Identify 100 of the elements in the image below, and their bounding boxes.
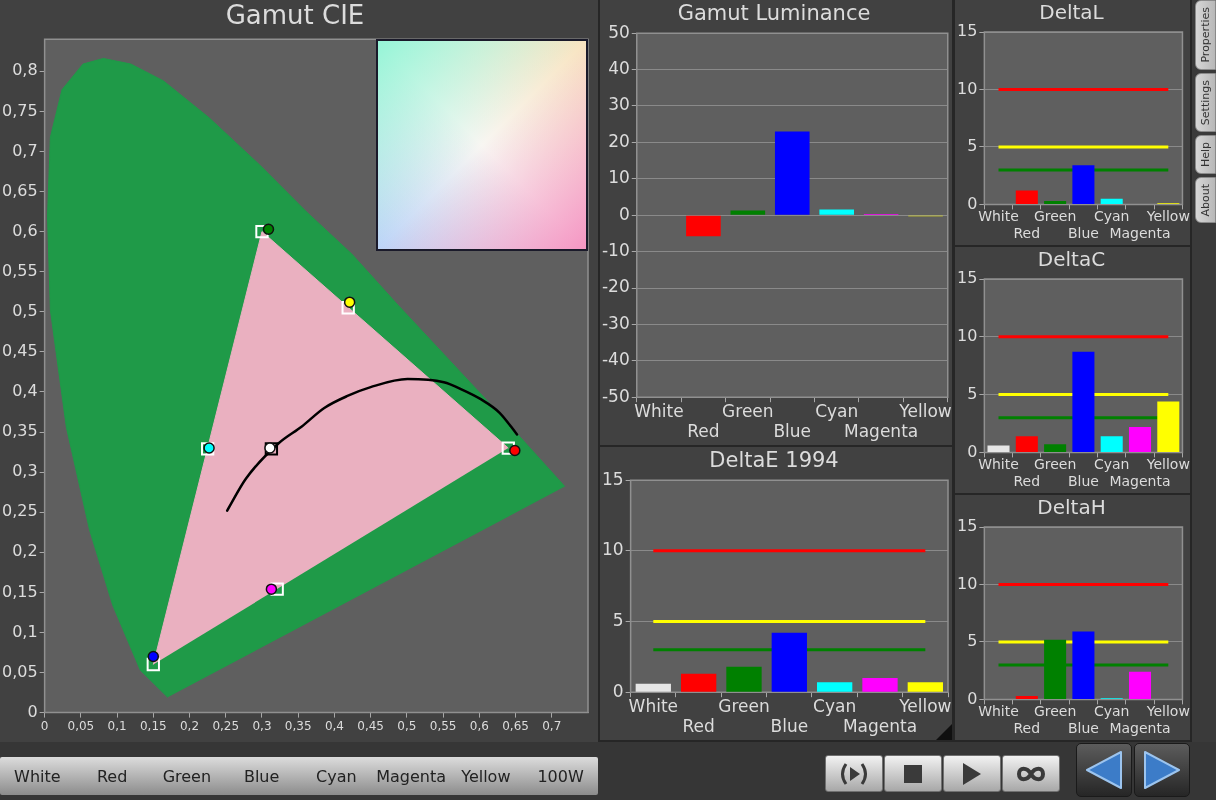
y-tick-label: 5 [967,383,978,403]
y-tick-label: 0,15 [2,581,38,601]
x-tick-label: Blue [773,421,812,442]
bar [1044,200,1067,204]
x-tick-label: Yellow [1145,208,1190,225]
bar [680,673,717,692]
y-tick-label: 50 [608,21,630,42]
x-tick-label: 0,6 [469,718,489,733]
x-tick-label: Yellow [1145,703,1190,720]
point [341,301,355,315]
x-tick-label: 0,45 [357,718,385,733]
bar [1015,436,1038,452]
point [262,223,275,235]
x-tick-label: Green [1033,456,1077,473]
y-tick-label: 30 [608,94,630,115]
y-tick-label: 10 [957,573,978,593]
chart-title: Gamut CIE [225,0,365,31]
y-tick-label: 20 [608,130,630,151]
bar [1015,190,1038,204]
chart-title: Gamut Luminance [677,1,871,26]
x-tick-label: 0,4 [324,718,344,733]
y-tick-label: 0,45 [2,341,38,361]
y-tick-label: 15 [957,268,978,288]
tab: Properties [1195,0,1216,70]
y-tick-label: -20 [601,276,630,297]
y-tick-label: -50 [601,385,630,406]
y-tick-label: 0,25 [2,501,38,521]
x-tick-label: Red [1013,225,1041,242]
y-tick-label: 15 [957,21,978,41]
x-tick-label: Green [1033,703,1077,720]
x-tick-label: 0,15 [139,718,167,733]
y-tick-label: 5 [967,631,978,651]
x-tick-label: Cyan [1093,456,1130,473]
x-tick-label: 0,05 [67,718,95,733]
bar [819,209,854,215]
bar [1072,165,1095,204]
y-tick-label: 5 [967,136,978,156]
point [255,224,269,239]
bar [1072,351,1095,452]
y-tick-label: 10 [608,167,630,188]
x-tick-label: White [628,695,679,716]
x-tick-label: 0,65 [502,718,529,733]
bar [1128,671,1152,699]
bar [1157,401,1180,452]
x-tick-label: White [978,456,1019,473]
y-tick-label: -10 [601,240,630,261]
y-tick-label: 0,65 [2,180,38,200]
x-tick-label: 0,55 [429,718,457,733]
y-tick-label: 15 [601,468,624,489]
chart-title: DeltaE 1994 [709,448,839,473]
x-tick-label: 0 [40,718,49,733]
bar [817,682,853,692]
x-tick-label: Red [1013,473,1041,490]
x-tick-label: Yellow [898,695,952,716]
y-tick-label: -30 [601,312,630,333]
x-tick-label: Magenta [844,421,919,442]
y-tick-label: 0,05 [2,661,38,681]
line-series [225,377,519,512]
point [146,657,160,672]
y-tick-label: 10 [957,78,978,98]
tab: Settings [1195,72,1216,132]
y-tick-label: 10 [957,325,978,345]
bar [726,666,762,692]
point [501,441,515,455]
x-tick-label: Magenta [1109,720,1171,737]
x-tick-label: 0,1 [107,718,127,733]
x-tick-label: Green [1033,208,1077,225]
y-tick-label: 0,1 [12,621,38,641]
point [265,583,278,595]
y-tick-label: 10 [601,539,624,560]
bar [1015,695,1038,699]
x-tick-label: Green [718,695,770,716]
y-tick-label: 15 [957,516,978,536]
y-tick-label: 0 [612,680,624,701]
y-tick-label: 0,55 [2,260,38,280]
x-tick-label: White [978,208,1019,225]
y-tick-label: 0,75 [2,100,38,120]
y-tick-label: 0,5 [12,300,38,320]
selector-toolbar: White Red Green Blue Cyan Magenta Yellow 100W [0,757,598,795]
x-tick-label: 0,3 [252,718,272,733]
x-tick-label: Cyan [815,400,859,421]
point [270,582,284,596]
point [343,296,356,308]
x-tick-label: Blue [1067,720,1099,737]
x-tick-label: Yellow [1145,456,1190,473]
tab: About [1195,176,1216,224]
x-tick-label: Blue [1067,225,1099,242]
bar [730,210,766,215]
x-tick-label: Cyan [1093,703,1130,720]
y-tick-label: 0,4 [12,381,38,401]
bar [774,131,810,215]
bar [771,632,807,692]
x-tick-label: 0,2 [179,718,200,733]
bar [1128,426,1152,452]
x-tick-label: Blue [1067,473,1099,490]
x-tick-label: Blue [770,716,809,737]
bar [635,683,671,692]
x-tick-label: Cyan [1093,208,1130,225]
y-tick-label: 0,8 [12,60,38,80]
bar [1100,198,1123,204]
